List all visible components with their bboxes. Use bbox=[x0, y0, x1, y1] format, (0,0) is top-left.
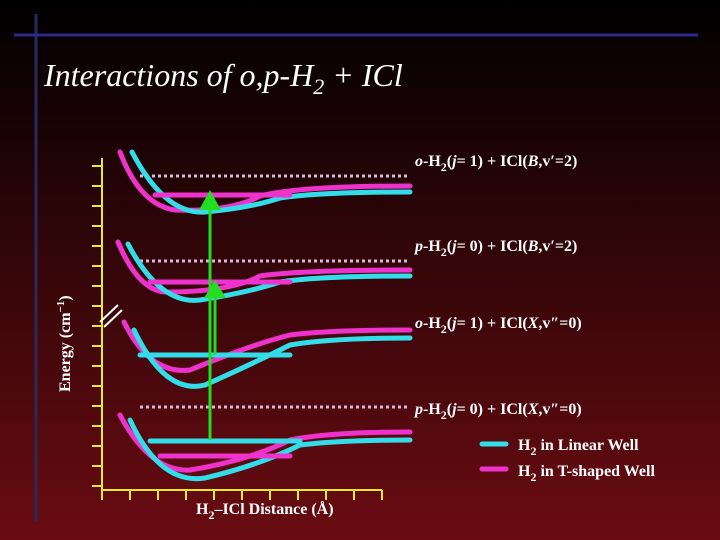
linear-curve bbox=[125, 241, 413, 303]
label-part: H bbox=[518, 437, 531, 454]
label-part: = 1) + ICl( bbox=[457, 153, 528, 170]
label-part: j bbox=[449, 238, 457, 255]
label-part: –ICl Distance (Å) bbox=[213, 500, 333, 518]
label-sub: 2 bbox=[441, 160, 447, 174]
label-part: p bbox=[413, 238, 423, 255]
level-label: p-H2(j= 0) + ICl(X,v″=0) bbox=[413, 401, 582, 422]
label-part: ( bbox=[447, 238, 452, 255]
legend-label: H2 in T-shaped Well bbox=[518, 463, 655, 484]
label-part: = 0) + ICl( bbox=[457, 238, 528, 255]
label-sub: 2 bbox=[530, 444, 536, 458]
linear-curve bbox=[127, 417, 413, 482]
label-part: H bbox=[518, 463, 531, 480]
arrow-head bbox=[204, 280, 226, 298]
label-sub: 2 bbox=[208, 508, 214, 522]
label-part: in Linear Well bbox=[536, 437, 639, 454]
level-label: p-H2(j= 0) + ICl(B,v′=2) bbox=[413, 238, 577, 259]
label-part: in T-shaped Well bbox=[536, 463, 655, 480]
label-part: X bbox=[527, 315, 539, 332]
label-sub: 2 bbox=[441, 408, 447, 422]
label-sub: 2 bbox=[441, 245, 447, 259]
t-shaped-curve bbox=[117, 149, 413, 213]
label-part: -H bbox=[423, 153, 441, 170]
label-part: Energy (cm bbox=[57, 312, 74, 392]
axis-break bbox=[103, 309, 123, 328]
title-text: + ICl bbox=[324, 57, 403, 93]
legend-label: H2 in Linear Well bbox=[518, 437, 639, 458]
label-part: ,v′=2) bbox=[538, 153, 577, 170]
arrow-head bbox=[199, 190, 221, 210]
label-part: ,v″=0) bbox=[538, 315, 581, 332]
title-text: Interactions of o,p-H bbox=[43, 57, 315, 93]
label-part: X bbox=[527, 401, 539, 418]
label-part: p bbox=[413, 401, 423, 418]
label-part: o bbox=[415, 315, 423, 332]
label-part: ( bbox=[447, 153, 452, 170]
y-axis-label: Energy (cm−1) bbox=[55, 295, 74, 392]
title: Interactions of o,p-H2 + ICl bbox=[43, 57, 403, 99]
label-part: = 1) + ICl( bbox=[457, 315, 528, 332]
label-part: ,v″=0) bbox=[538, 401, 581, 418]
label-part: -H bbox=[423, 401, 441, 418]
label-part: ) bbox=[57, 295, 74, 300]
label-part: -H bbox=[423, 315, 441, 332]
linear-curve bbox=[131, 327, 413, 389]
label-part: -H bbox=[423, 238, 441, 255]
label-part: ( bbox=[447, 315, 452, 332]
label-part: o bbox=[415, 153, 423, 170]
x-axis-label: H2–ICl Distance (Å) bbox=[196, 500, 334, 522]
label-sub: 2 bbox=[441, 322, 447, 336]
title-sub: 2 bbox=[313, 74, 324, 99]
label-part: ( bbox=[447, 401, 452, 418]
label-part: j bbox=[449, 153, 457, 170]
axes bbox=[92, 158, 383, 500]
level-label: o-H2(j= 1) + ICl(B,v′=2) bbox=[415, 153, 577, 174]
label-part: ,v′=2) bbox=[538, 238, 577, 255]
label-part: j bbox=[449, 401, 457, 418]
label-part: B bbox=[527, 238, 539, 255]
label-sup: −1 bbox=[55, 301, 67, 313]
label-part: j bbox=[449, 315, 457, 332]
label-part: B bbox=[527, 153, 539, 170]
level-label: o-H2(j= 1) + ICl(X,v″=0) bbox=[415, 315, 582, 336]
axis-break bbox=[99, 304, 119, 323]
label-part: = 0) + ICl( bbox=[457, 401, 528, 418]
label-sub: 2 bbox=[530, 470, 536, 484]
label-part: H bbox=[196, 501, 209, 518]
